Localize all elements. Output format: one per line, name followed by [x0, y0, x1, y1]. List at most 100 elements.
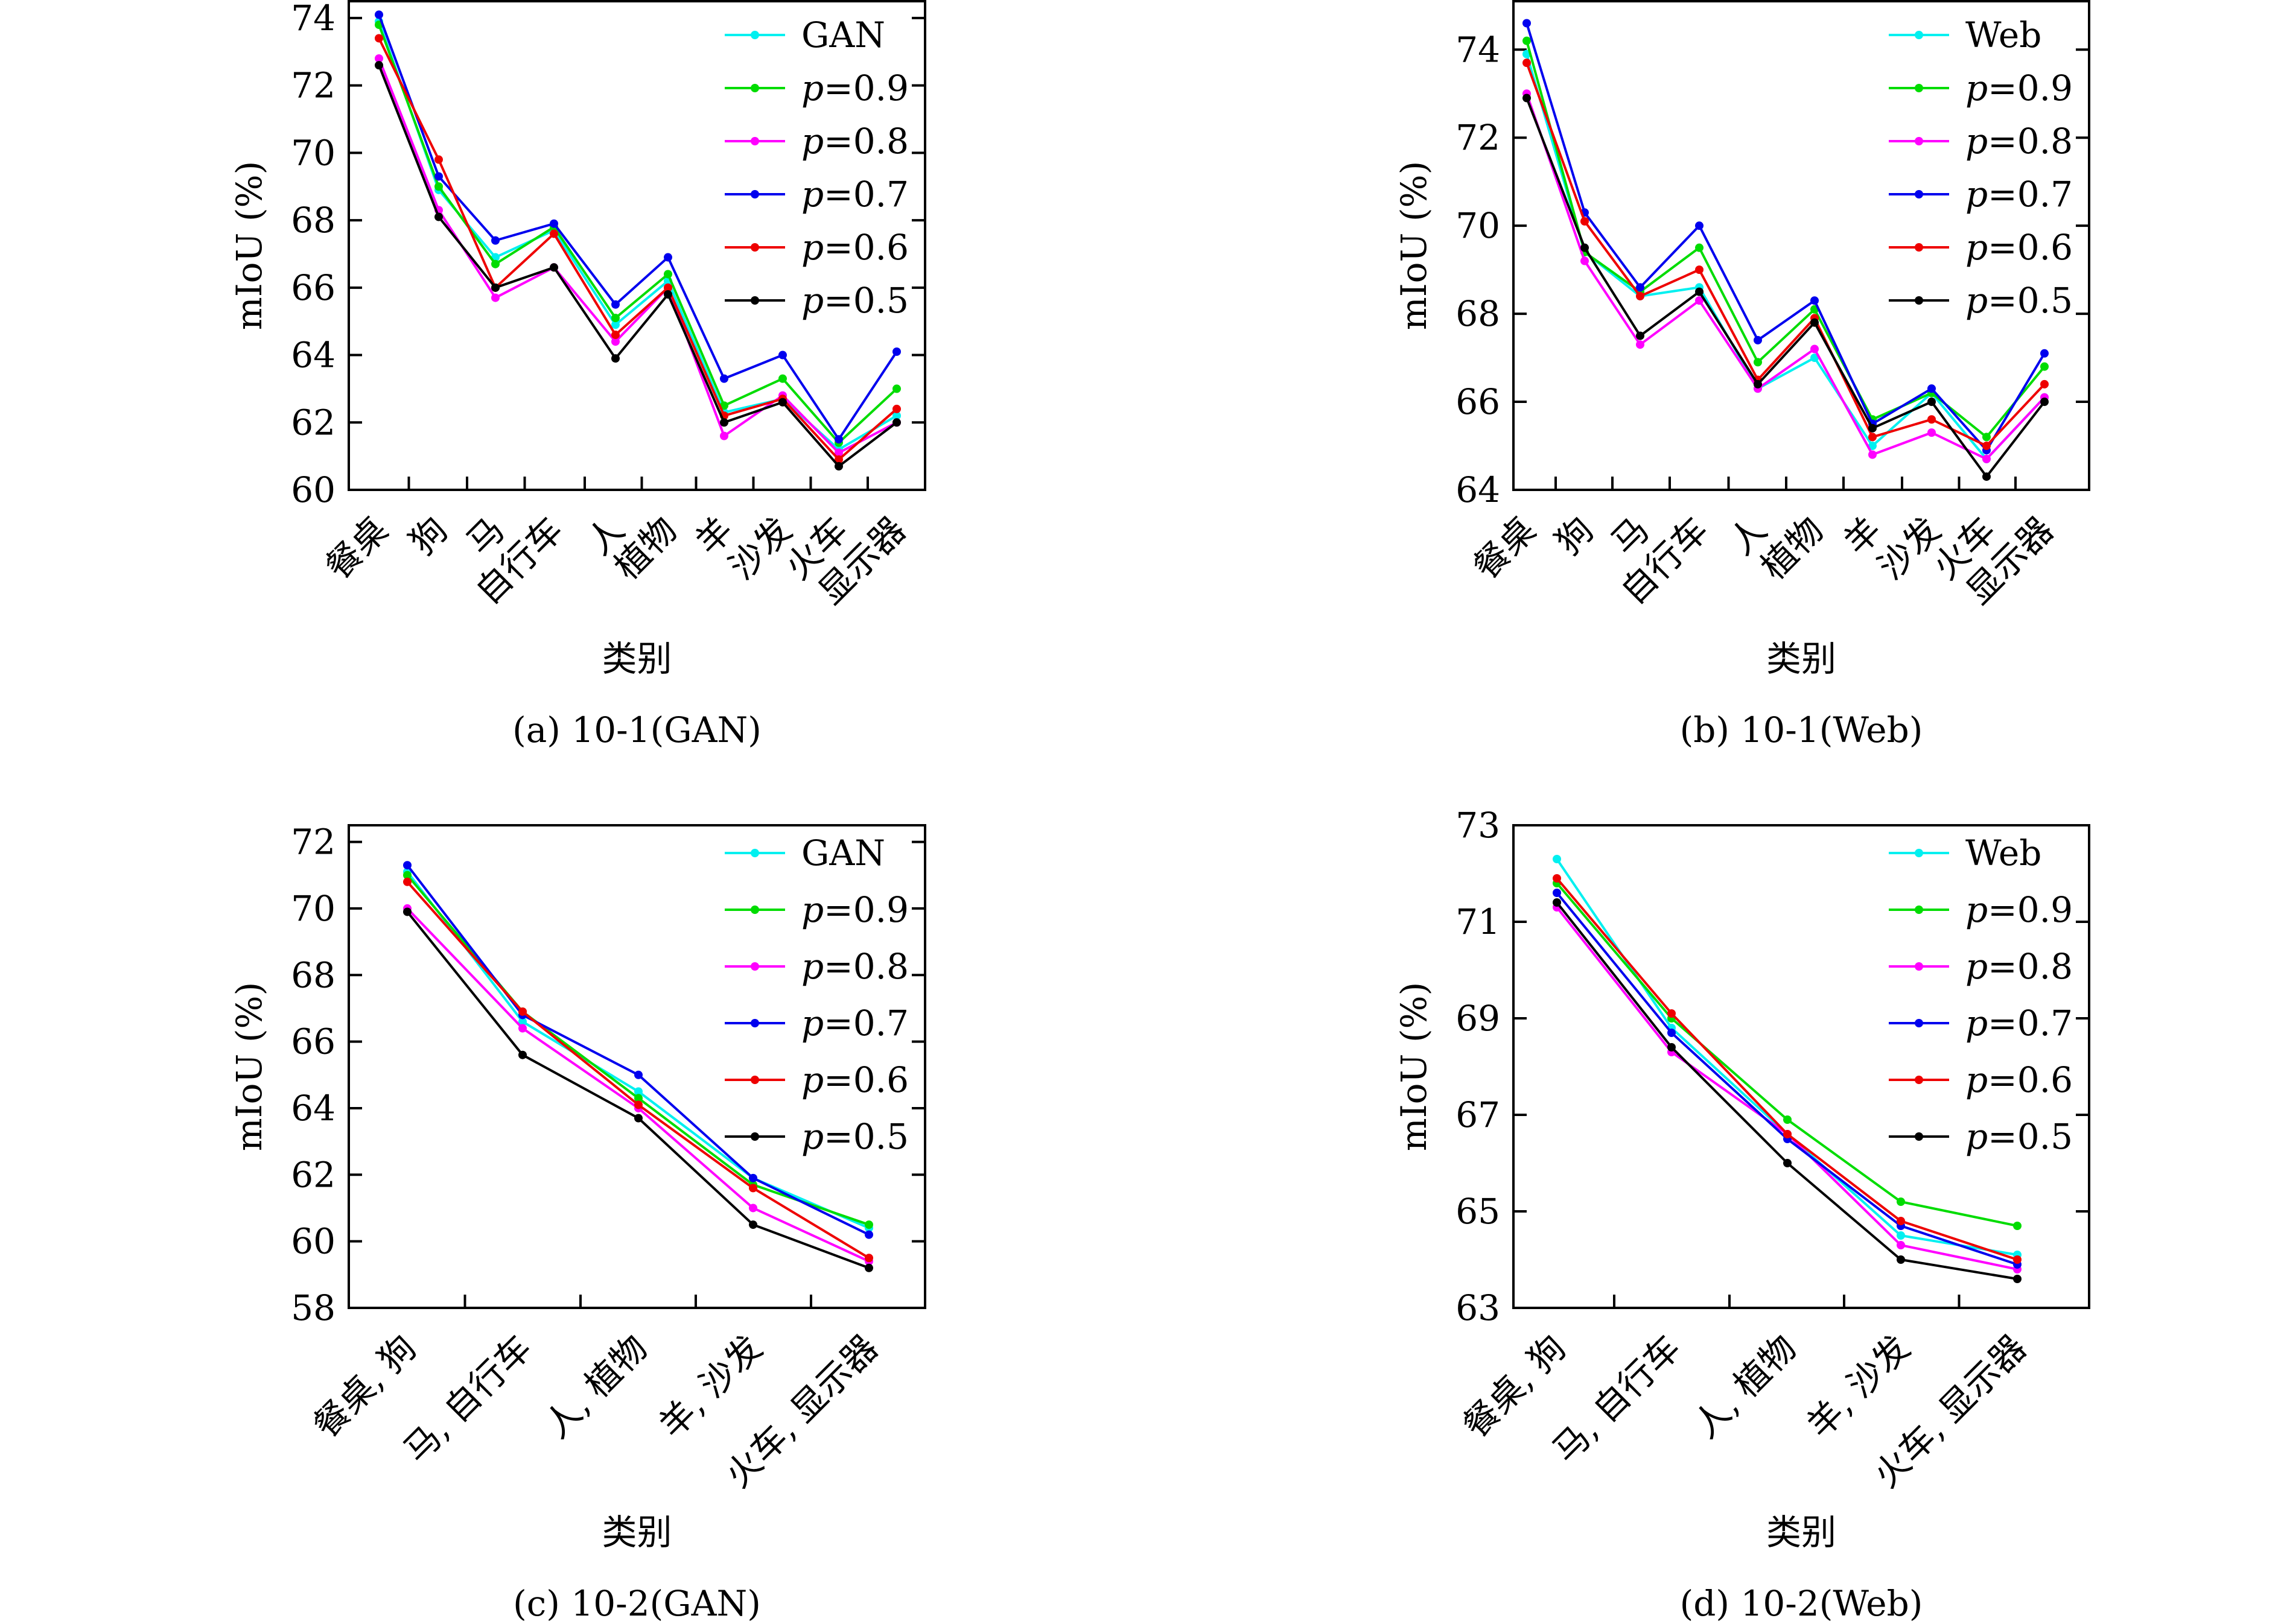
- data-point: [1553, 889, 1561, 897]
- legend-label: p=0.6: [1965, 1059, 2073, 1100]
- x-tick-label: 人, 植物: [536, 1327, 655, 1446]
- legend-label: p=0.5: [801, 1116, 909, 1157]
- data-point: [1868, 450, 1877, 459]
- series-line: [1556, 877, 2018, 1261]
- legend-label: p=0.8: [801, 121, 909, 162]
- data-point: [434, 155, 443, 164]
- data-point: [1636, 283, 1644, 292]
- legend-marker: [1915, 1019, 1923, 1027]
- data-point: [1636, 331, 1644, 340]
- data-point: [1810, 354, 1819, 363]
- legend-marker: [1915, 1076, 1923, 1084]
- series-line: [1556, 882, 2018, 1227]
- data-point: [778, 350, 787, 360]
- data-point: [892, 404, 901, 413]
- legend-label: p=0.9: [801, 889, 909, 930]
- data-point: [1897, 1255, 1905, 1264]
- data-point: [1636, 291, 1644, 300]
- data-point: [1553, 855, 1561, 863]
- series-line: [1525, 93, 2046, 460]
- data-point: [634, 1100, 643, 1109]
- legend-label: p=0.9: [801, 68, 909, 109]
- y-tick-label: 71: [1455, 901, 1500, 942]
- legend-label: p=0.9: [1965, 889, 2073, 930]
- data-point: [1897, 1197, 1905, 1206]
- y-tick-label: 74: [291, 0, 336, 39]
- data-point: [611, 337, 620, 346]
- x-axis-label: 类别: [1766, 638, 1836, 679]
- plot-frame: [1512, 0, 2090, 491]
- legend-marker: [751, 137, 759, 145]
- legend-marker: [751, 243, 759, 252]
- data-point: [1695, 287, 1704, 296]
- y-tick-label: 68: [1455, 293, 1500, 334]
- data-point: [403, 877, 412, 886]
- data-point: [1927, 398, 1936, 407]
- data-point: [1667, 1029, 1676, 1037]
- legend-marker: [1915, 137, 1923, 145]
- series-line: [378, 65, 898, 468]
- chart-panel-2: 646668707274餐桌狗马自行车 人植物 羊沙发火车显示器mIoU (%)类别…: [1393, 0, 2090, 750]
- data-point: [1927, 384, 1936, 393]
- data-point: [434, 182, 443, 191]
- data-point: [1982, 472, 1991, 481]
- x-tick-label: 马, 自行车: [396, 1327, 539, 1471]
- x-tick-label: 植物: [1753, 509, 1831, 588]
- y-tick-label: 73: [1455, 805, 1500, 846]
- data-point: [865, 1220, 873, 1229]
- data-point: [865, 1254, 873, 1263]
- data-point: [634, 1094, 643, 1103]
- y-axis-label: mIoU (%): [229, 982, 270, 1152]
- x-tick-label: 植物: [606, 509, 685, 588]
- legend-label: Web: [1965, 14, 2041, 56]
- series-line: [1525, 97, 2046, 478]
- chart-panel-1: 6062646668707274餐桌狗马自行车 人植物 羊沙发火车显示器mIoU (…: [229, 0, 926, 750]
- data-point: [491, 236, 500, 245]
- y-tick-label: 70: [1455, 205, 1500, 246]
- y-tick-label: 62: [291, 1154, 336, 1195]
- data-point: [1667, 1043, 1676, 1051]
- data-point: [1897, 1241, 1905, 1249]
- data-point: [1982, 433, 1991, 442]
- x-tick-label: 羊, 沙发: [1799, 1327, 1918, 1446]
- data-point: [1754, 379, 1762, 389]
- data-point: [835, 462, 843, 471]
- data-point: [491, 293, 500, 302]
- data-point: [434, 212, 443, 221]
- y-tick-label: 72: [291, 65, 336, 106]
- x-axis-label: 类别: [1766, 1512, 1836, 1553]
- series-line: [1525, 22, 2046, 452]
- y-tick-label: 62: [291, 402, 336, 443]
- series-line: [378, 37, 898, 461]
- series-line: [378, 14, 898, 441]
- data-point: [611, 300, 620, 309]
- data-point: [2013, 1222, 2022, 1230]
- data-point: [1897, 1231, 1905, 1240]
- data-point: [865, 1263, 873, 1272]
- y-axis-label: mIoU (%): [1393, 982, 1434, 1152]
- y-tick-label: 64: [291, 335, 336, 376]
- y-tick-label: 66: [291, 267, 336, 308]
- series-line: [1525, 40, 2046, 439]
- legend-label: p=0.5: [1965, 1116, 2073, 1157]
- data-point: [2040, 398, 2049, 407]
- data-point: [720, 431, 728, 440]
- data-point: [749, 1173, 757, 1182]
- data-point: [1897, 1217, 1905, 1225]
- legend-label: GAN: [801, 14, 885, 56]
- data-point: [835, 448, 843, 457]
- data-point: [1695, 221, 1704, 230]
- data-point: [664, 290, 672, 299]
- data-point: [2040, 379, 2049, 389]
- legend-label: p=0.7: [1965, 1003, 2073, 1044]
- legend-label: p=0.8: [1965, 121, 2073, 162]
- y-tick-label: 66: [1455, 381, 1500, 422]
- data-point: [1783, 1130, 1792, 1138]
- panel-caption: (a) 10-1(GAN): [512, 709, 762, 750]
- legend-label: p=0.7: [1965, 174, 2073, 215]
- data-point: [634, 1070, 643, 1079]
- data-point: [1667, 1009, 1676, 1018]
- data-point: [403, 871, 412, 880]
